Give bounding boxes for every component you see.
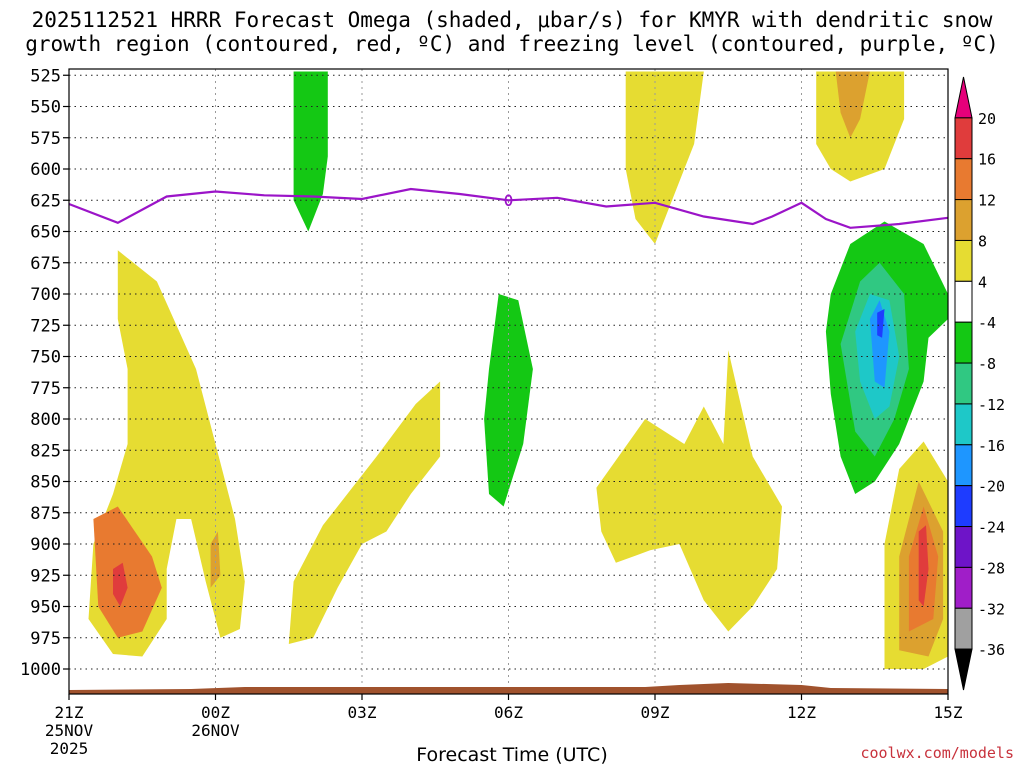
y-tick-label: 550	[30, 98, 61, 118]
y-axis: 525 550 575 600 625 650 675 700 725 750 775 800 825 8…	[20, 66, 69, 680]
colorbar-label: -16	[978, 437, 1005, 455]
omega-region-1	[93, 506, 162, 638]
x-tick-year-label: 2025	[50, 739, 89, 758]
omega-region-14	[869, 300, 890, 388]
colorbar-bin-11	[954, 526, 973, 568]
x-tick-label: 12Z	[787, 703, 816, 722]
y-tick-label: 675	[30, 254, 61, 274]
omega-region-3	[210, 531, 221, 588]
y-tick-label: 825	[30, 441, 61, 461]
colorbar-top-triangle	[954, 76, 973, 119]
omega-region-4	[293, 71, 328, 232]
y-tick-label: 600	[30, 160, 61, 180]
colorbar-bin-13	[954, 607, 973, 650]
y-tick-label: 875	[30, 504, 61, 524]
colorbar-label: -20	[978, 478, 1005, 496]
x-tick-label: 15Z	[934, 703, 963, 722]
y-tick-label: 1000	[20, 660, 61, 680]
x-tick-label: 09Z	[641, 703, 670, 722]
chart-title-line-2: growth region (contoured, red, ºC) and f…	[25, 32, 999, 56]
x-tick-label: 00Z	[201, 703, 230, 722]
colorbar-bottom-triangle	[954, 648, 973, 691]
freezing-level-line	[68, 187, 949, 229]
omega-region-19	[918, 525, 929, 607]
omega-region-2	[113, 562, 128, 607]
colorbar-bin-10	[954, 485, 973, 528]
source-credit: coolwx.com/models	[860, 744, 1014, 762]
y-tick-label: 775	[30, 379, 61, 399]
omega-region-10	[835, 71, 870, 138]
grid-lines	[69, 69, 948, 694]
colorbar-label: 12	[978, 192, 996, 210]
colorbar-label: -12	[978, 396, 1005, 414]
colorbar-label: -28	[978, 559, 1005, 577]
omega-shaded-regions	[88, 71, 948, 669]
colorbar-bin-8	[954, 403, 973, 446]
colorbar-label: -8	[978, 355, 996, 373]
y-tick-label: 750	[30, 348, 61, 368]
colorbar: 20 16 12 8 4 -4 -8 -12 -16 -20 -24 -28 -32 -36	[954, 76, 1005, 691]
colorbar-label: -24	[978, 519, 1005, 537]
colorbar-bin-6	[954, 321, 973, 364]
terrain-surface	[69, 683, 948, 694]
y-tick-label: 725	[30, 316, 61, 336]
y-tick-label: 650	[30, 223, 61, 243]
colorbar-label: -36	[978, 641, 1005, 659]
freezing-level-layer	[68, 187, 949, 229]
y-tick-label: 700	[30, 285, 61, 305]
colorbar-label: 8	[978, 232, 987, 250]
omega-region-15	[877, 309, 885, 338]
freezing-level-small-contour	[504, 194, 513, 207]
colorbar-bin-3	[954, 199, 973, 241]
y-tick-label: 975	[30, 629, 61, 649]
omega-region-9	[816, 71, 905, 182]
colorbar-bin-5	[954, 280, 973, 323]
y-tick-label: 950	[30, 598, 61, 618]
y-tick-label: 925	[30, 566, 61, 586]
omega-region-5	[288, 381, 441, 644]
y-tick-label: 625	[30, 191, 61, 211]
colorbar-label: 4	[978, 273, 987, 291]
colorbar-bin-9	[954, 444, 973, 487]
x-tick-date-label: 26NOV	[191, 721, 240, 740]
x-tick-label: 21Z	[55, 703, 84, 722]
y-tick-label: 525	[30, 66, 61, 86]
x-tick-date-label: 25NOV	[45, 721, 94, 740]
y-tick-label: 850	[30, 473, 61, 493]
y-tick-label: 800	[30, 410, 61, 430]
colorbar-label: 16	[978, 151, 996, 169]
colorbar-bin-4	[954, 239, 973, 282]
colorbar-label: -4	[978, 314, 996, 332]
colorbar-bin-12	[954, 566, 973, 609]
colorbar-bin-1	[954, 117, 973, 160]
colorbar-bin-7	[954, 362, 973, 405]
y-tick-label: 900	[30, 535, 61, 555]
colorbar-bin-2	[954, 158, 973, 201]
chart-title-line-1: 2025112521 HRRR Forecast Omega (shaded, …	[31, 8, 993, 32]
x-axis-title: Forecast Time (UTC)	[416, 744, 608, 766]
y-tick-label: 575	[30, 129, 61, 149]
terrain-layer	[69, 683, 948, 694]
x-tick-label: 06Z	[494, 703, 523, 722]
omega-region-8	[596, 350, 782, 632]
omega-region-7	[625, 71, 704, 244]
colorbar-label: -32	[978, 600, 1005, 618]
colorbar-label: 20	[978, 110, 996, 128]
x-tick-label: 03Z	[348, 703, 377, 722]
